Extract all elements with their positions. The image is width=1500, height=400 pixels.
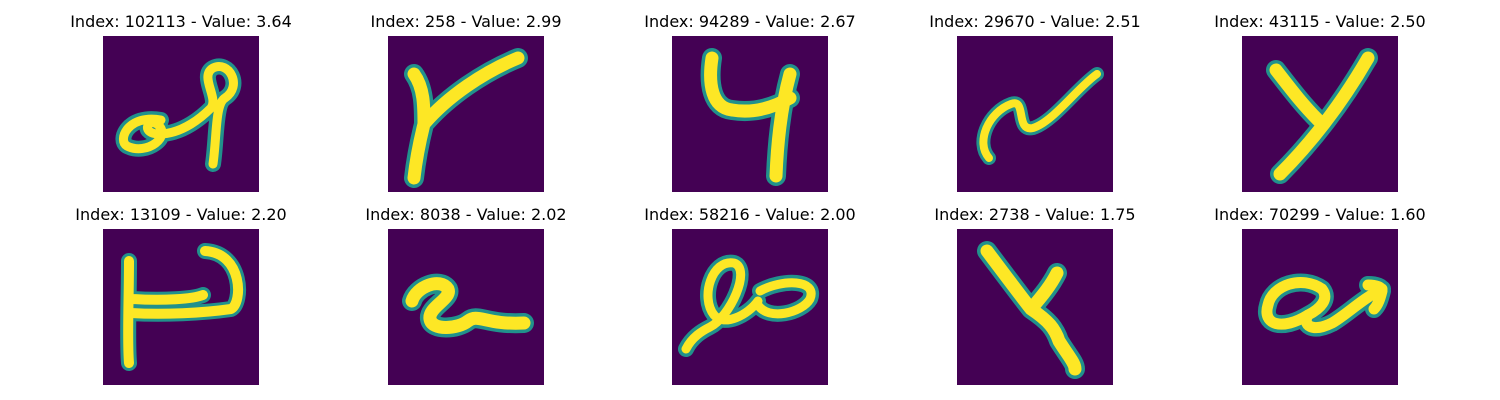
panel-title: Index: 29670 - Value: 2.51 <box>929 12 1141 31</box>
panel-10: Index: 70299 - Value: 1.60 <box>1200 205 1440 395</box>
image-background <box>957 36 1113 192</box>
digit-image <box>103 229 259 385</box>
panel-title: Index: 8038 - Value: 2.02 <box>365 205 567 224</box>
panel-title: Index: 2738 - Value: 1.75 <box>934 205 1136 224</box>
digit-image <box>1242 36 1398 192</box>
panel-4: Index: 29670 - Value: 2.51 <box>915 12 1155 202</box>
panel-2: Index: 258 - Value: 2.99 <box>346 12 586 202</box>
handwritten-stroke <box>977 241 1085 379</box>
panel-8: Index: 58216 - Value: 2.00 <box>630 205 870 395</box>
handwritten-stroke <box>120 243 247 371</box>
panel-9: Index: 2738 - Value: 1.75 <box>915 205 1155 395</box>
digit-image <box>957 36 1113 192</box>
panel-6: Index: 13109 - Value: 2.20 <box>61 205 301 395</box>
digit-image <box>103 36 259 192</box>
handwritten-stroke <box>115 58 242 172</box>
panel-5: Index: 43115 - Value: 2.50 <box>1200 12 1440 202</box>
handwritten-stroke <box>1258 273 1391 337</box>
panel-7: Index: 8038 - Value: 2.02 <box>346 205 586 395</box>
panel-title: Index: 94289 - Value: 2.67 <box>644 12 856 31</box>
handwritten-stroke <box>976 67 1104 165</box>
digit-image <box>1242 229 1398 385</box>
panel-title: Index: 13109 - Value: 2.20 <box>75 205 287 224</box>
panel-title: Index: 43115 - Value: 2.50 <box>1214 12 1426 31</box>
panel-1: Index: 102113 - Value: 3.64 <box>61 12 301 202</box>
handwritten-stroke <box>404 48 528 188</box>
handwritten-stroke <box>1266 48 1378 184</box>
digit-image <box>388 36 544 192</box>
panel-title: Index: 70299 - Value: 1.60 <box>1214 205 1426 224</box>
panel-3: Index: 94289 - Value: 2.67 <box>630 12 870 202</box>
image-background <box>103 36 259 192</box>
digit-image <box>957 229 1113 385</box>
handwritten-stroke <box>402 273 534 338</box>
handwritten-stroke <box>678 254 819 357</box>
panel-title: Index: 102113 - Value: 3.64 <box>70 12 292 31</box>
digit-image <box>672 36 828 192</box>
digit-image <box>388 229 544 385</box>
panel-title: Index: 258 - Value: 2.99 <box>370 12 562 31</box>
handwritten-stroke <box>700 48 800 186</box>
digit-image <box>672 229 828 385</box>
panel-title: Index: 58216 - Value: 2.00 <box>644 205 856 224</box>
